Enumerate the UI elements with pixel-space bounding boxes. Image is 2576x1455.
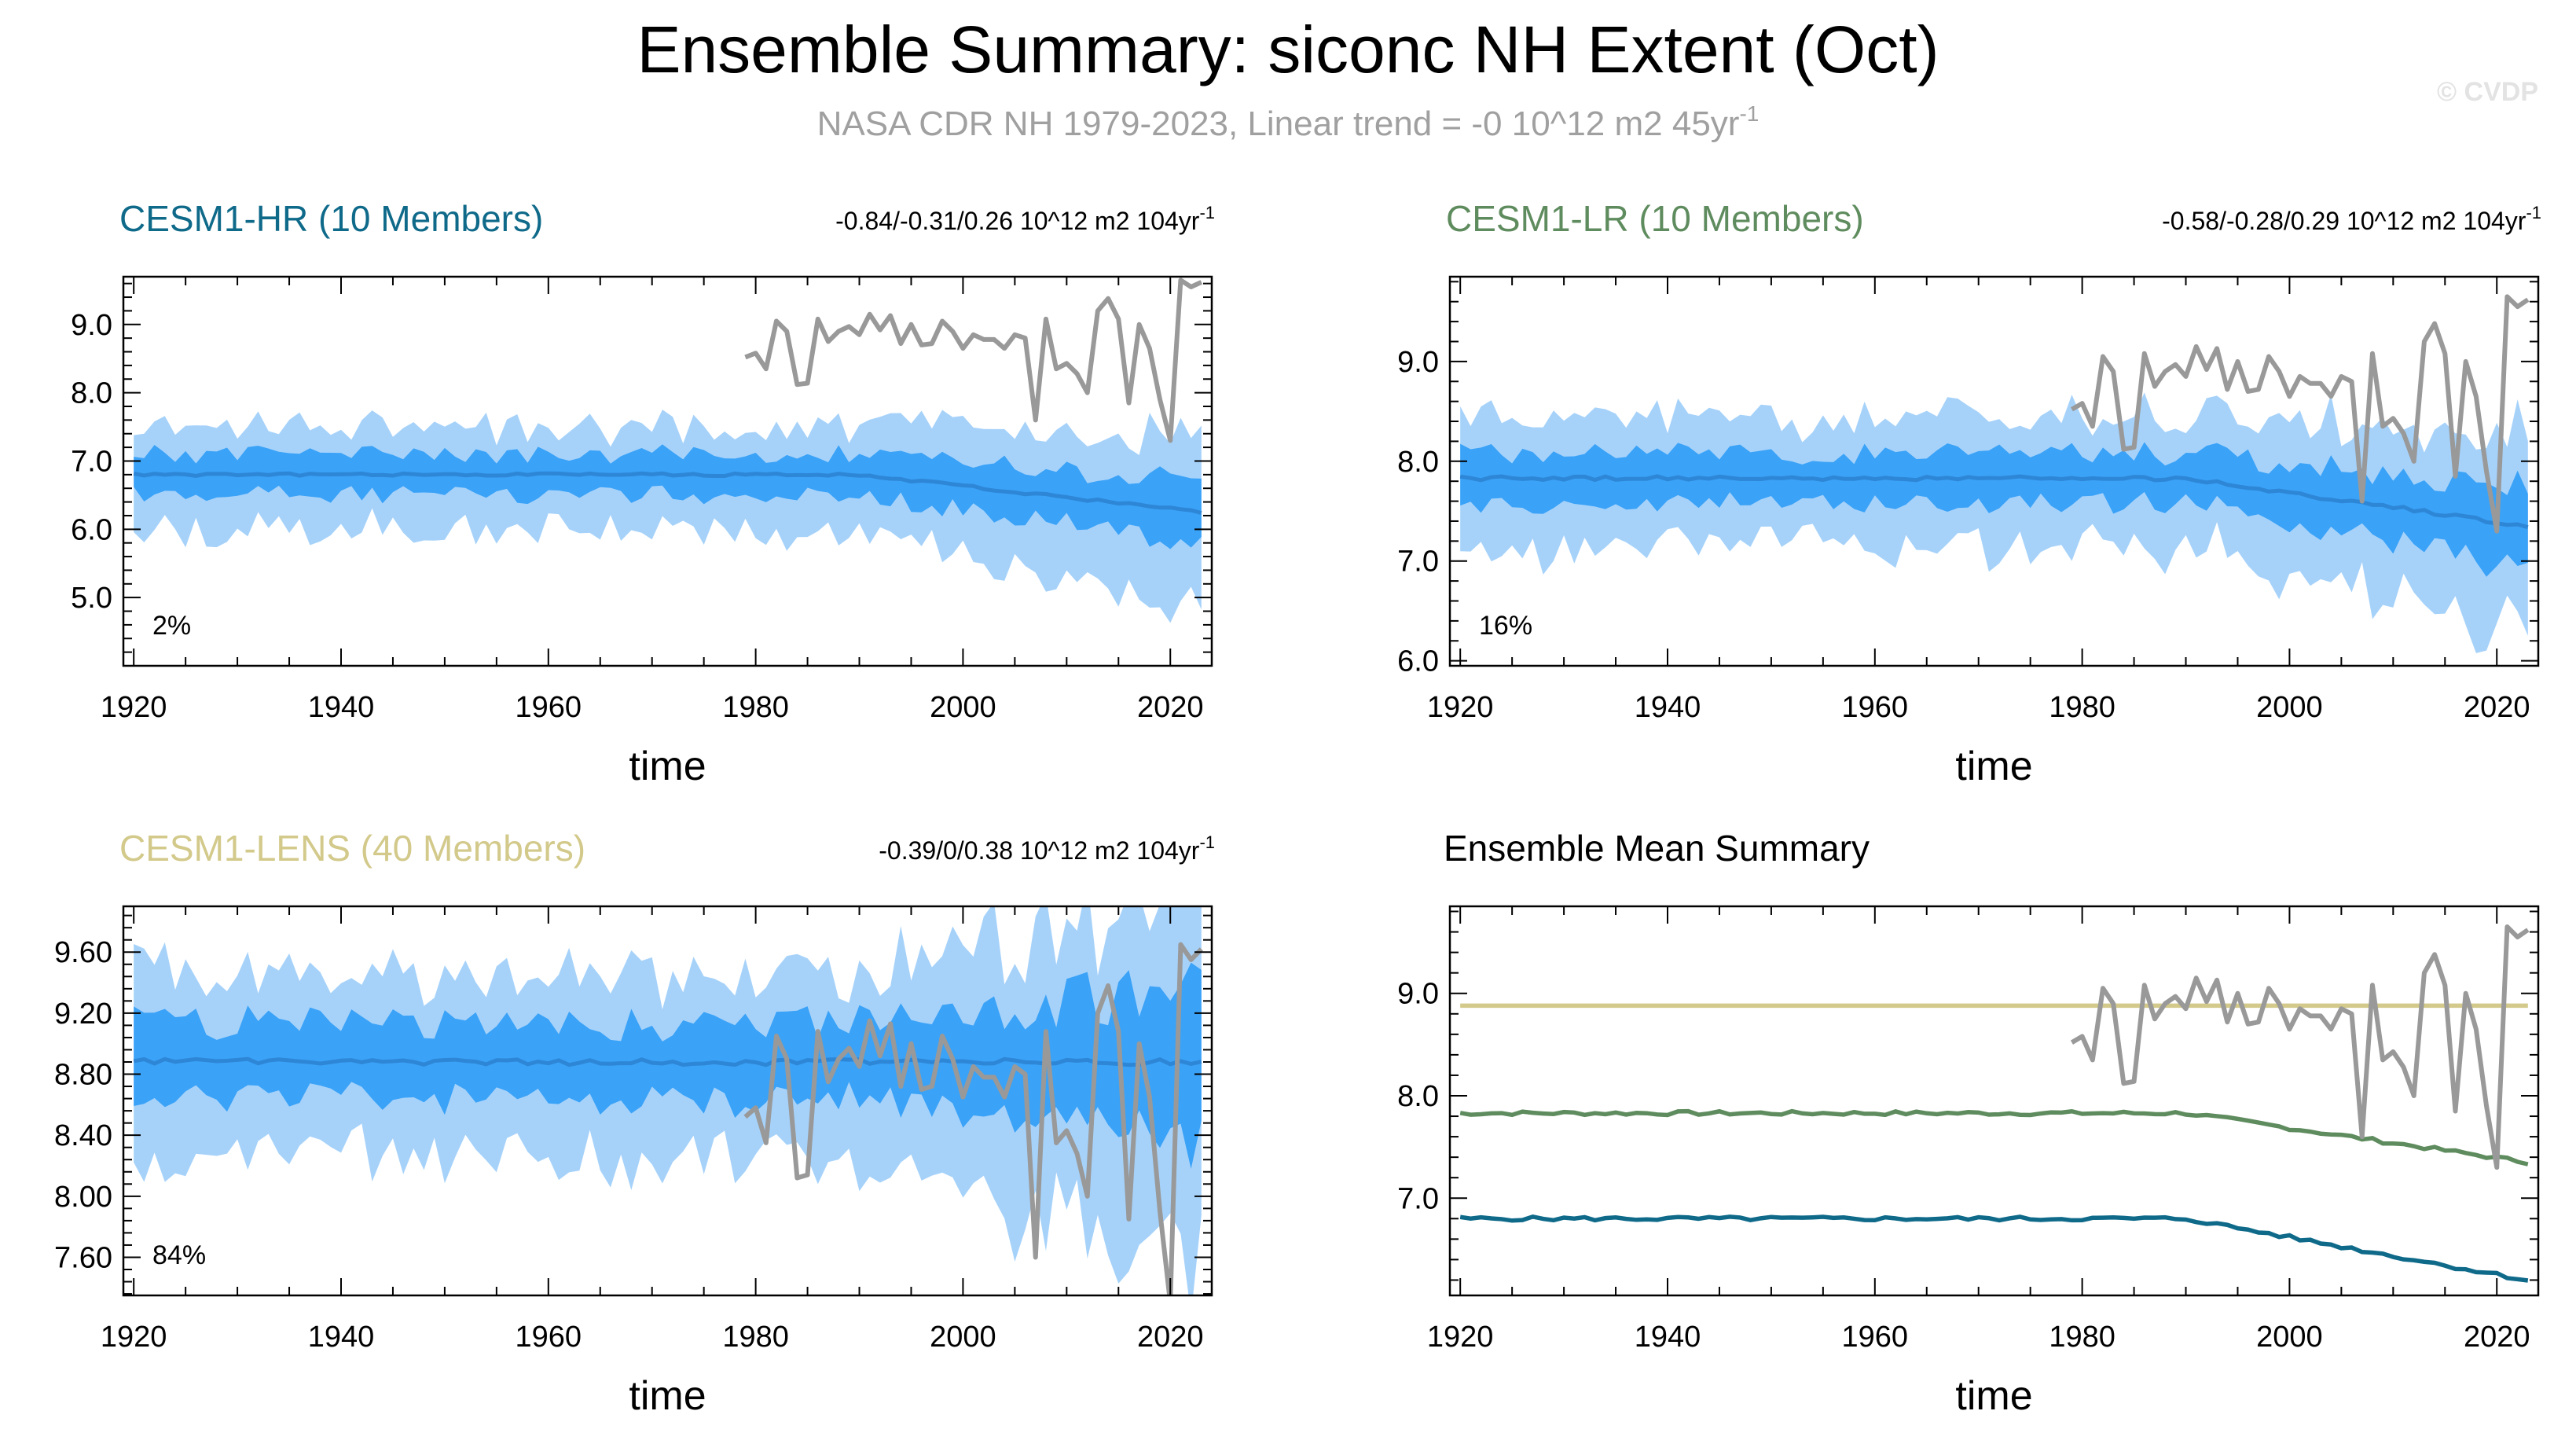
trend-label: -0.39/0/0.38 10^12 m2 104yr-1 [879, 832, 1215, 865]
y-tick-label: 8.0 [71, 377, 112, 410]
observations-line [743, 942, 1203, 1295]
trend-label: -0.84/-0.31/0.26 10^12 m2 104yr-1 [835, 203, 1215, 235]
trend-superscript: -1 [1199, 832, 1215, 852]
plot-area [133, 277, 1203, 623]
plot-frame [122, 275, 1213, 667]
y-tick-label: 8.00 [54, 1181, 112, 1214]
plot-area [133, 906, 1203, 1295]
plot-area [1459, 294, 2530, 653]
y-tick-label: 6.0 [1397, 645, 1439, 678]
percent-label: 2% [152, 611, 191, 641]
panel-cesm1-hr: CESM1-HR (10 Members) -0.84/-0.31/0.26 10… [71, 198, 1215, 789]
x-tick-label: 2020 [1137, 1321, 1204, 1354]
y-tick-label: 9.0 [1397, 978, 1439, 1011]
observations-line [744, 277, 1203, 443]
trend-superscript: -1 [1199, 203, 1215, 222]
x-tick-label: 1940 [308, 691, 375, 724]
figure-subtitle: NASA CDR NH 1979-2023, Linear trend = -0… [817, 101, 1760, 143]
x-tick-label: 2020 [1137, 691, 1204, 724]
x-tick-label: 1960 [1842, 1321, 1909, 1354]
figure-title: Ensemble Summary: siconc NH Extent (Oct) [637, 13, 1939, 86]
panel-title: CESM1-HR (10 Members) [119, 198, 543, 239]
x-tick-label: 1940 [1635, 1321, 1701, 1354]
percent-label: 16% [1479, 611, 1532, 641]
x-tick-label: 1960 [516, 691, 582, 724]
x-axis-label: time [1955, 744, 2032, 789]
y-tick-label: 8.0 [1397, 1080, 1439, 1113]
panel-title: Ensemble Mean Summary [1444, 828, 1870, 869]
percent-label: 84% [152, 1240, 206, 1270]
x-axis-label: time [629, 744, 706, 789]
x-tick-label: 2000 [930, 1321, 996, 1354]
cvdp-watermark: © CVDP [2437, 77, 2538, 107]
panel-title: CESM1-LENS (40 Members) [119, 828, 585, 869]
x-tick-label: 1960 [516, 1321, 582, 1354]
x-tick-label: 2000 [2256, 1321, 2323, 1354]
ensemble-mean-line [133, 1056, 1202, 1067]
x-tick-label: 2000 [930, 691, 996, 724]
trend-text: -0.58/-0.28/0.29 10^12 m2 104yr [2162, 207, 2526, 235]
y-tick-label: 8.80 [54, 1059, 112, 1092]
subtitle-text: NASA CDR NH 1979-2023, Linear trend = -0… [817, 105, 1740, 143]
x-tick-label: 2000 [2256, 691, 2323, 724]
y-tick-label: 8.40 [54, 1119, 112, 1152]
x-tick-label: 1920 [101, 1321, 167, 1354]
plot-frame [122, 905, 1213, 1297]
y-tick-label: 9.0 [71, 309, 112, 342]
x-tick-label: 1980 [2049, 691, 2115, 724]
y-tick-label: 7.0 [71, 445, 112, 478]
x-tick-label: 1960 [1842, 691, 1909, 724]
y-tick-label: 7.0 [1397, 546, 1439, 579]
x-tick-label: 1980 [722, 1321, 789, 1354]
x-tick-label: 1920 [1427, 691, 1494, 724]
plot-frame [1448, 905, 2540, 1297]
x-axis-label: time [629, 1373, 706, 1419]
x-tick-label: 2020 [2464, 1321, 2530, 1354]
panel-title: CESM1-LR (10 Members) [1446, 198, 1864, 239]
y-tick-label: 5.0 [71, 582, 112, 615]
y-tick-label: 9.60 [54, 936, 112, 969]
x-tick-label: 1980 [722, 691, 789, 724]
y-tick-label: 9.20 [54, 998, 112, 1031]
panel-ensemble-mean-summary: Ensemble Mean Summary 1920 1940 1960 1980 200… [1397, 828, 2540, 1419]
trend-label: -0.58/-0.28/0.29 10^12 m2 104yr-1 [2162, 203, 2541, 235]
y-tick-label: 9.0 [1397, 346, 1439, 379]
mean-line-cesm1-hr [1459, 1214, 2529, 1283]
observations-line [2070, 294, 2530, 534]
mean-line-cesm1-lr [1459, 1108, 2529, 1167]
spread-inner-band [134, 962, 1202, 1170]
y-tick-label: 7.60 [54, 1241, 112, 1274]
panel-cesm1-lens: CESM1-LENS (40 Members) -0.39/0/0.38 10^1… [54, 828, 1215, 1419]
plot-frame [1448, 275, 2540, 667]
x-tick-label: 1980 [2049, 1321, 2115, 1354]
spread-inner-band [134, 444, 1202, 549]
spread-outer-band [134, 906, 1202, 1295]
trend-text: -0.39/0/0.38 10^12 m2 104yr [879, 836, 1200, 865]
ensemble-mean-line [1459, 474, 2529, 530]
plot-area [1459, 924, 2530, 1283]
x-axis-label: time [1955, 1373, 2032, 1419]
panel-cesm1-lr: CESM1-LR (10 Members) -0.58/-0.28/0.29 10… [1397, 198, 2541, 789]
x-tick-label: 1920 [1427, 1321, 1494, 1354]
observations-line [2070, 924, 2530, 1170]
x-tick-label: 1940 [308, 1321, 375, 1354]
trend-text: -0.84/-0.31/0.26 10^12 m2 104yr [835, 207, 1200, 235]
ensemble-mean-line [133, 471, 1202, 515]
trend-superscript: -1 [2526, 203, 2541, 222]
x-tick-label: 1940 [1635, 691, 1701, 724]
subtitle-superscript: -1 [1739, 101, 1759, 126]
y-tick-label: 6.0 [71, 513, 112, 546]
x-tick-label: 2020 [2464, 691, 2530, 724]
y-tick-label: 8.0 [1397, 446, 1439, 479]
y-tick-label: 7.0 [1397, 1182, 1439, 1215]
x-tick-label: 1920 [101, 691, 167, 724]
